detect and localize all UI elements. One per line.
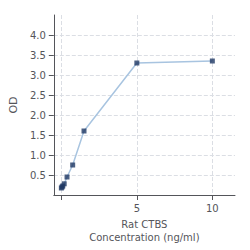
svg-text:0.5: 0.5 xyxy=(30,170,46,181)
svg-text:1.5: 1.5 xyxy=(30,130,46,141)
svg-text:3.0: 3.0 xyxy=(30,70,46,81)
svg-text:Concentration (ng/ml): Concentration (ng/ml) xyxy=(89,232,199,243)
svg-text:1.0: 1.0 xyxy=(30,150,46,161)
svg-text:4.0: 4.0 xyxy=(30,30,46,41)
svg-text:5: 5 xyxy=(134,203,140,214)
svg-text:2.0: 2.0 xyxy=(30,110,46,121)
svg-text:3.5: 3.5 xyxy=(30,50,46,61)
svg-text:2.5: 2.5 xyxy=(30,90,46,101)
svg-text:OD: OD xyxy=(7,96,20,113)
svg-text:Rat CTBS: Rat CTBS xyxy=(121,219,167,230)
svg-text:10: 10 xyxy=(206,203,219,214)
